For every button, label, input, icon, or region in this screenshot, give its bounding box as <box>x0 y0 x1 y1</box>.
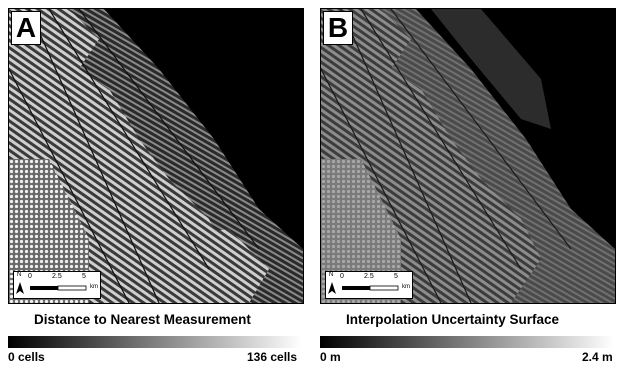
scale-tick-2-5: 2.5 <box>364 273 374 280</box>
north-arrow-label: N <box>17 272 22 278</box>
legend-gradient-b <box>320 336 614 348</box>
north-arrow-label: N <box>329 272 334 278</box>
scale-unit: km <box>402 284 410 290</box>
legend-gradient-a <box>8 336 302 348</box>
map-panel-a: A N 0 2.5 5 km <box>8 8 304 304</box>
scale-tick-5: 5 <box>394 273 398 280</box>
scale-tick-0: 0 <box>28 273 32 280</box>
legend-title-a: Distance to Nearest Measurement <box>34 312 251 327</box>
legend-min-a: 0 cells <box>8 350 45 364</box>
scale-unit: km <box>90 284 98 290</box>
north-arrow-icon <box>328 282 399 294</box>
legend-max-b: 2.4 m <box>582 350 613 364</box>
scale-tick-0: 0 <box>340 273 344 280</box>
distance-map <box>9 9 303 303</box>
legend-max-a: 136 cells <box>247 350 298 364</box>
panel-letter-a: A <box>11 11 41 45</box>
scale-bar: N 0 2.5 5 km <box>13 271 101 299</box>
legend-title-b: Interpolation Uncertainty Surface <box>346 312 560 327</box>
scale-tick-2-5: 2.5 <box>52 273 62 280</box>
scale-bar: N 0 2.5 5 km <box>325 271 413 299</box>
map-panel-b: B N 0 2.5 5 km <box>320 8 616 304</box>
north-arrow-icon <box>16 282 87 294</box>
panel-letter-b: B <box>323 11 353 45</box>
uncertainty-map <box>321 9 615 303</box>
legend-min-b: 0 m <box>320 350 341 364</box>
scale-tick-5: 5 <box>82 273 86 280</box>
